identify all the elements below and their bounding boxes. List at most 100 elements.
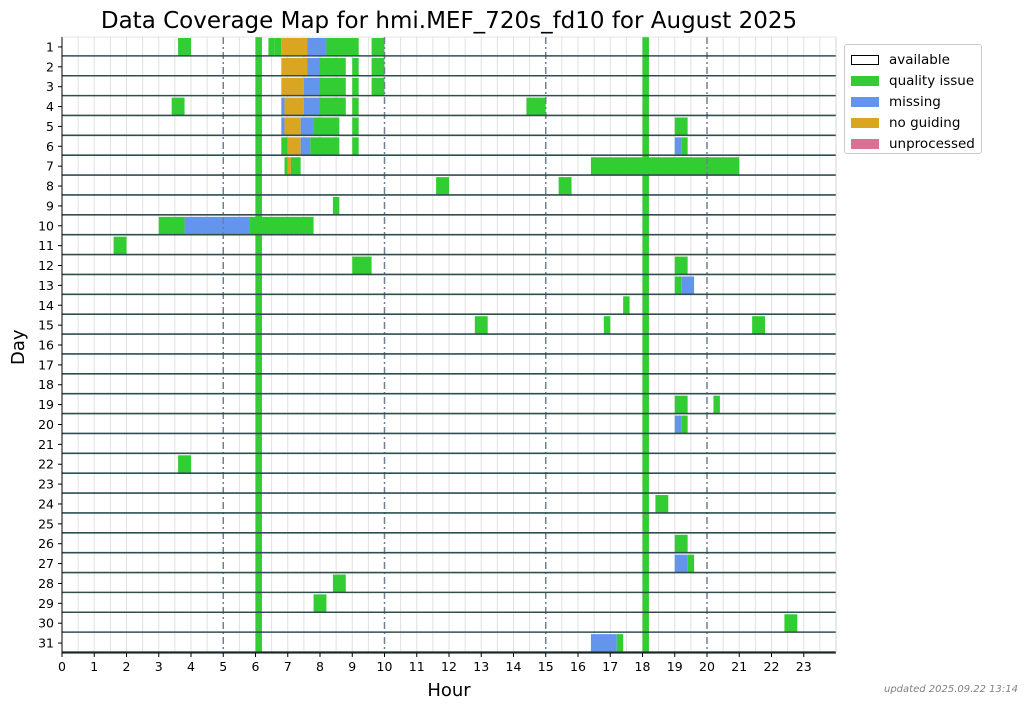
x-tick-label: 20 xyxy=(699,659,715,674)
coverage-span-day-13 xyxy=(674,276,682,295)
x-tick-label: 7 xyxy=(284,659,292,674)
y-tick-label: 27 xyxy=(38,556,54,571)
coverage-span-day-12 xyxy=(352,256,372,275)
x-tick-label: 23 xyxy=(796,659,812,674)
y-tick-label: 6 xyxy=(46,139,54,154)
y-tick-label: 15 xyxy=(38,318,54,333)
coverage-span-day-12 xyxy=(674,256,688,275)
legend-swatch-available xyxy=(851,54,879,65)
legend-label: quality issue xyxy=(889,72,975,89)
coverage-span-day-7 xyxy=(287,157,291,176)
x-tick-label: 4 xyxy=(187,659,195,674)
coverage-span-day-1 xyxy=(281,38,308,56)
y-tick-label: 28 xyxy=(38,576,54,591)
coverage-span-day-6 xyxy=(352,137,359,156)
y-tick-label: 24 xyxy=(38,496,54,511)
x-tick-label: 15 xyxy=(538,659,554,674)
coverage-span-day-28 xyxy=(332,574,346,593)
coverage-span-day-6 xyxy=(281,137,288,156)
coverage-span-day-2 xyxy=(320,57,346,76)
y-tick-label: 19 xyxy=(38,397,54,412)
coverage-span-day-27 xyxy=(674,554,688,573)
x-tick-label: 6 xyxy=(252,659,260,674)
coverage-span-day-2 xyxy=(371,57,385,76)
legend: available quality issue missing no guidi… xyxy=(844,44,982,154)
coverage-span-day-19 xyxy=(674,395,688,414)
coverage-span-day-10 xyxy=(184,216,250,235)
coverage-span-day-1 xyxy=(326,38,359,56)
coverage-span-day-6 xyxy=(287,137,301,156)
y-tick-label: 25 xyxy=(38,516,54,531)
coverage-span-day-7 xyxy=(284,157,288,176)
y-tick-label: 2 xyxy=(46,59,54,74)
coverage-span-day-11 xyxy=(113,236,127,255)
coverage-span-day-4 xyxy=(320,97,346,116)
x-tick-label: 22 xyxy=(764,659,780,674)
y-tick-label: 31 xyxy=(38,636,54,651)
legend-label: unprocessed xyxy=(889,135,975,152)
legend-item-available: available xyxy=(851,49,981,70)
coverage-span-day-22 xyxy=(178,455,191,474)
coverage-span-day-6 xyxy=(674,137,682,156)
coverage-span-day-4 xyxy=(303,97,320,116)
coverage-span-day-5 xyxy=(281,117,285,136)
coverage-span-day-10 xyxy=(158,216,185,235)
x-tick-label: 0 xyxy=(58,659,66,674)
coverage-span-day-1 xyxy=(268,38,275,56)
x-tick-label: 12 xyxy=(441,659,457,674)
y-tick-label: 4 xyxy=(46,99,54,114)
coverage-span-day-1 xyxy=(307,38,327,56)
y-tick-label: 9 xyxy=(46,198,54,213)
y-tick-label: 23 xyxy=(38,477,54,492)
coverage-column xyxy=(255,37,262,653)
legend-item-unprocessed: unprocessed xyxy=(851,133,981,154)
x-tick-label: 16 xyxy=(570,659,586,674)
coverage-span-day-15 xyxy=(474,316,488,335)
y-tick-label: 7 xyxy=(46,159,54,174)
y-tick-label: 3 xyxy=(46,79,54,94)
coverage-span-day-5 xyxy=(313,117,340,136)
coverage-span-day-6 xyxy=(300,137,311,156)
coverage-span-day-4 xyxy=(352,97,359,116)
coverage-span-day-27 xyxy=(687,554,695,573)
legend-swatch-quality-issue xyxy=(851,75,879,86)
coverage-span-day-5 xyxy=(352,117,359,136)
coverage-span-day-31 xyxy=(616,634,624,652)
y-tick-label: 20 xyxy=(38,417,54,432)
y-tick-label: 12 xyxy=(38,258,54,273)
coverage-span-day-4 xyxy=(526,97,546,116)
y-tick-label: 8 xyxy=(46,179,54,194)
x-axis-label: Hour xyxy=(427,680,471,701)
coverage-span-day-9 xyxy=(332,196,340,215)
x-tick-label: 5 xyxy=(219,659,227,674)
x-tick-label: 2 xyxy=(123,659,131,674)
y-tick-label: 26 xyxy=(38,536,54,551)
y-axis-label: Day xyxy=(8,329,29,365)
legend-swatch-no-guiding xyxy=(851,117,879,128)
legend-item-quality-issue: quality issue xyxy=(851,70,981,91)
coverage-span-day-31 xyxy=(590,634,617,652)
coverage-span-day-1 xyxy=(371,38,385,56)
x-tick-label: 11 xyxy=(409,659,425,674)
chart-title: Data Coverage Map for hmi.MEF_720s_fd10 … xyxy=(100,8,798,34)
legend-swatch-unprocessed xyxy=(851,138,879,149)
y-tick-label: 16 xyxy=(38,338,54,353)
coverage-span-day-8 xyxy=(558,177,572,195)
coverage-span-day-7 xyxy=(290,157,301,176)
coverage-span-day-4 xyxy=(281,97,285,116)
y-tick-label: 10 xyxy=(38,218,54,233)
y-tick-label: 17 xyxy=(38,357,54,372)
coverage-span-day-20 xyxy=(681,415,688,434)
y-tick-label: 18 xyxy=(38,377,54,392)
coverage-span-day-24 xyxy=(655,495,669,513)
y-tick-label: 30 xyxy=(38,616,54,631)
coverage-span-day-5 xyxy=(284,117,301,136)
coverage-span-day-8 xyxy=(436,177,449,195)
legend-label: available xyxy=(889,51,950,68)
y-tick-label: 14 xyxy=(38,298,54,313)
x-tick-label: 14 xyxy=(506,659,522,674)
coverage-span-day-3 xyxy=(303,77,320,96)
coverage-span-day-15 xyxy=(752,316,766,335)
legend-swatch-missing xyxy=(851,96,879,107)
x-tick-label: 18 xyxy=(635,659,651,674)
